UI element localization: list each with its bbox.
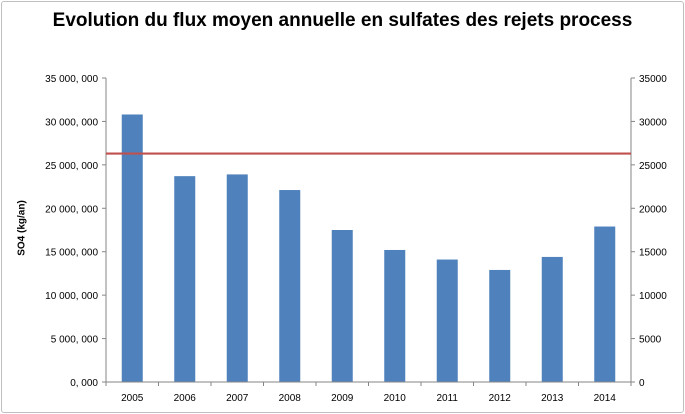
left-tick-label: 15 000, 000 (45, 248, 98, 259)
left-tick-label: 25 000, 000 (45, 161, 98, 172)
x-tick-label-2013: 2013 (541, 393, 564, 404)
bar-2006 (174, 176, 196, 382)
left-tick-label: 0, 000 (70, 378, 98, 389)
left-tick-label: 35 000, 000 (45, 74, 98, 85)
right-tick-label: 20000 (639, 204, 667, 215)
right-tick-label: 5000 (639, 335, 662, 346)
right-tick-label: 15000 (639, 248, 667, 259)
left-tick-label: 5 000, 000 (51, 335, 99, 346)
right-tick-label: 25000 (639, 161, 667, 172)
bar-2012 (489, 269, 511, 382)
x-tick-label-2012: 2012 (489, 393, 512, 404)
left-tick-label: 20 000, 000 (45, 204, 98, 215)
bar-2013 (541, 256, 563, 382)
bar-2011 (436, 259, 458, 382)
bar-2009 (331, 230, 353, 382)
left-tick-label: 10 000, 000 (45, 291, 98, 302)
tick-labels-group: 0, 000 0 5 000, 000 5000 10 000, 000 10000 15 … (45, 74, 667, 404)
x-tick-label-2008: 2008 (279, 393, 302, 404)
x-tick-label-2007: 2007 (226, 393, 249, 404)
axes-group (102, 77, 635, 386)
x-tick-label-2010: 2010 (384, 393, 407, 404)
bar-2007 (226, 174, 248, 382)
right-tick-label: 10000 (639, 291, 667, 302)
chart-title: Evolution du flux moyen annuelle en sulf… (52, 10, 633, 31)
bars-group (121, 114, 616, 382)
right-tick-label: 35000 (639, 74, 667, 85)
bar-2014 (594, 226, 616, 382)
x-tick-label-2011: 2011 (436, 393, 458, 404)
right-tick-label: 0 (639, 378, 645, 389)
bar-2008 (279, 190, 301, 382)
bar-2010 (384, 249, 406, 382)
x-tick-label-2014: 2014 (594, 393, 617, 404)
x-tick-label-2005: 2005 (121, 393, 144, 404)
bar-2005 (121, 114, 143, 382)
x-tick-label-2006: 2006 (174, 393, 197, 404)
right-tick-label: 30000 (639, 117, 667, 128)
x-tick-label-2009: 2009 (331, 393, 354, 404)
left-tick-label: 30 000, 000 (45, 117, 98, 128)
